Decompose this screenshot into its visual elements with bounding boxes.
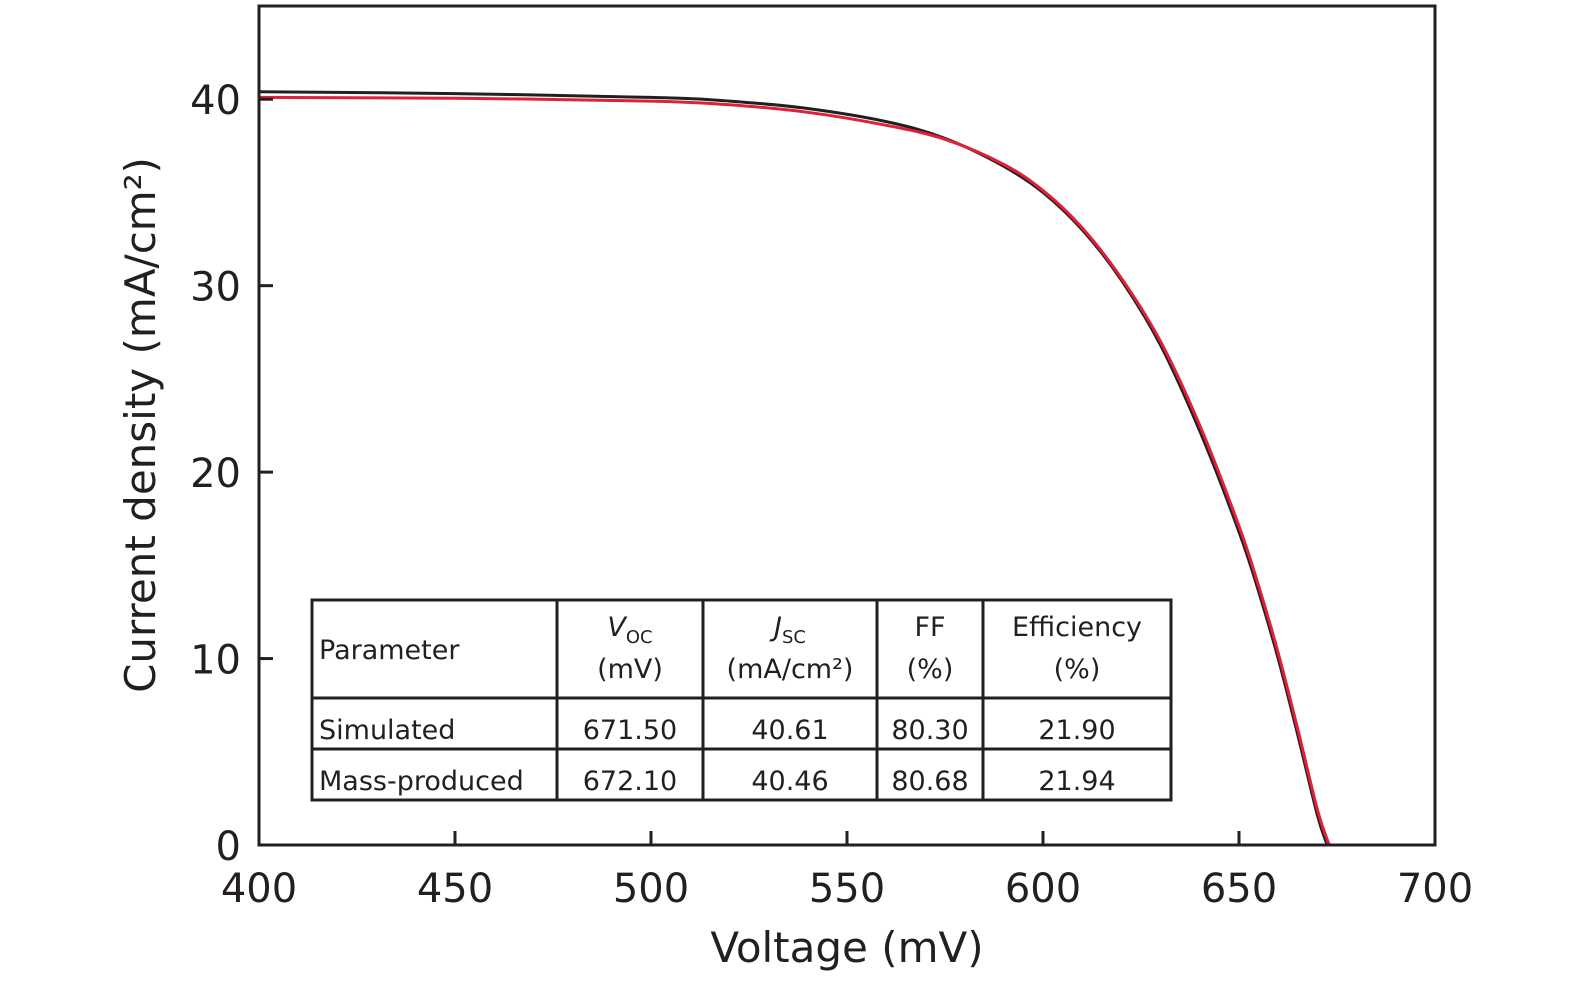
table-header-unit: (%) [1054,654,1101,685]
table-header-cell: VOC [607,612,652,648]
table-row-label: Mass-produced [319,766,524,797]
y-tick-label: 0 [216,824,241,870]
series-line-2 [258,95,1331,846]
x-tick-label: 650 [1201,866,1277,912]
y-tick-label: 40 [190,78,241,124]
table-cell: 40.61 [751,715,828,746]
table-header-cell: FF [914,612,945,643]
x-tick-label: 550 [809,866,885,912]
inset-table: ParameterVOC(mV)JSC(mA/cm²)FF(%)Efficien… [310,598,1173,802]
table-header-cell: Parameter [319,635,460,666]
table-cell: 21.90 [1038,715,1115,746]
x-tick-label: 600 [1005,866,1081,912]
table-cell: 21.94 [1038,766,1115,797]
y-axis-title: Current density (mA/cm²) [116,157,165,693]
series-layer [258,90,1331,846]
table-cell: 80.68 [891,766,968,797]
table-frame [310,598,1173,802]
table-header-unit: (mA/cm²) [727,654,854,685]
x-tick-label: 500 [613,866,689,912]
table-cell: 672.10 [583,766,677,797]
table-header-cell: Efficiency [1012,612,1142,643]
table-header-unit: (%) [907,654,954,685]
y-tick-label: 30 [190,265,241,311]
x-tick-label: 450 [417,866,493,912]
table-cell: 40.46 [751,766,828,797]
x-axis-title: Voltage (mV) [710,923,983,972]
ticks-layer: 400 450 500 550 600 650 700 0 10 20 30 40 [190,78,1473,912]
table-header-unit: (mV) [597,654,663,685]
table-row-label: Simulated [319,715,455,746]
y-tick-label: 10 [190,638,241,684]
x-tick-label: 700 [1397,866,1473,912]
y-tick-label: 20 [190,451,241,497]
table-cell: 80.30 [891,715,968,746]
x-tick-label: 400 [221,866,297,912]
table-cell: 671.50 [583,715,677,746]
